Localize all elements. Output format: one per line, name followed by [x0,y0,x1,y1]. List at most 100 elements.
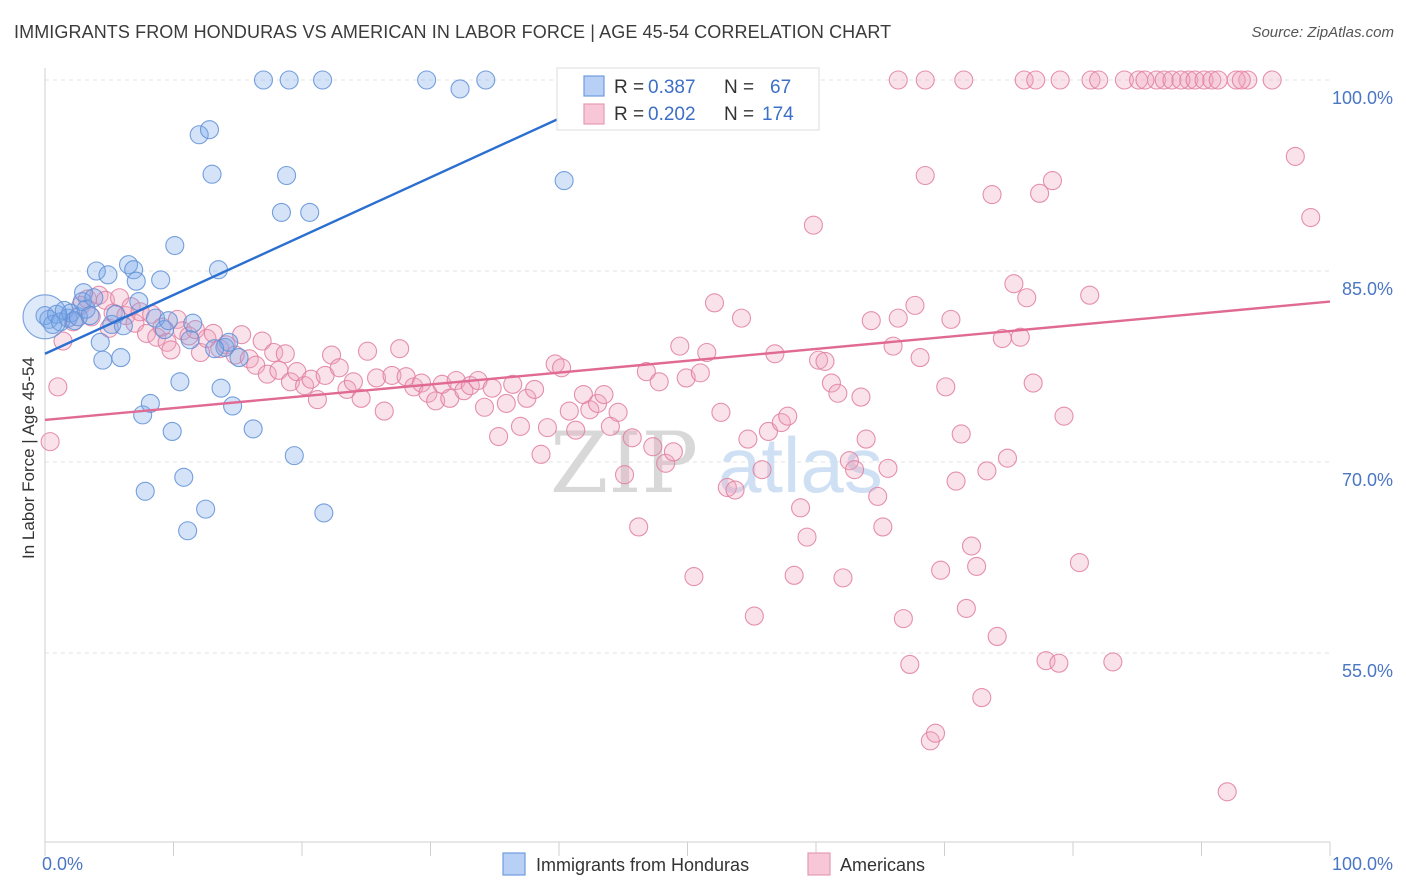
americans-point-134 [910,348,930,368]
americans-point-175 [1026,70,1046,90]
americans-point-121 [839,451,859,471]
americans-point-144 [961,536,982,556]
americans-point-163 [1103,652,1123,672]
source-attribution: Source: ZipAtlas.com [1251,24,1394,41]
americans-point-161 [1069,553,1089,573]
americans-point-39 [275,344,295,364]
americans-point-0 [40,432,60,452]
americans-point-137 [925,723,946,743]
x-tick-label-max: 100.0% [1332,854,1393,874]
americans-point-156 [1030,183,1050,203]
americans-point-174 [1014,70,1034,90]
americans-point-100 [704,293,725,313]
americans-point-140 [941,309,961,329]
honduras-point-35 [165,235,185,256]
bottom-legend: Immigrants from Honduras Americans [502,852,925,876]
americans-point-40 [280,372,300,392]
americans-point-111 [778,406,798,426]
americans-point-130 [888,308,908,328]
honduras-point-25 [126,271,146,291]
americans-point-149 [987,626,1007,646]
americans-point-126 [868,486,888,506]
americans-point-97 [684,567,704,587]
americans-point-98 [690,363,710,383]
americans-point-50 [351,388,371,408]
honduras-point-13 [74,283,94,303]
americans-point-60 [426,391,446,411]
americans-point-180 [1135,70,1155,90]
americans-point-183 [1171,70,1191,90]
honduras-point-48 [219,332,239,352]
honduras-point-63 [476,70,496,90]
honduras-point-49 [223,396,243,416]
honduras-point-14 [84,288,104,308]
americans-point-117 [815,351,835,371]
honduras-point-51 [243,419,263,439]
americans-point-76 [537,418,557,438]
americans-point-55 [390,339,410,359]
americans-point-145 [967,556,987,576]
americans-point-123 [851,387,871,407]
americans-point-95 [670,336,690,356]
stats-r-label-1: R = [614,77,644,98]
americans-point-104 [731,308,752,328]
americans-point-152 [1004,274,1024,294]
americans-point-148 [982,185,1002,205]
americans-point-169 [1285,146,1305,166]
americans-point-96 [676,368,696,388]
legend-label-honduras: Immigrants from Honduras [536,855,749,875]
americans-point-181 [1154,70,1174,90]
honduras-point-36 [170,372,190,392]
honduras-point-61 [417,70,437,90]
honduras-point-55 [277,165,297,186]
americans-point-177 [1081,70,1101,90]
americans-point-94 [663,442,683,462]
honduras-point-39 [183,313,203,333]
honduras-trend-line [44,76,650,355]
americans-point-102 [717,477,737,498]
watermark: ZIP atlas [550,414,883,512]
honduras-point-52 [205,339,225,359]
honduras-point-34 [162,421,182,441]
stats-r-label-2: R = [614,104,644,125]
honduras-point-29 [140,393,160,413]
stats-swatch-americans [583,103,605,125]
americans-point-105 [738,429,758,449]
americans-point-107 [752,460,772,480]
americans-point-27 [197,328,217,349]
y-tick-labels: 55.0% 70.0% 85.0% 100.0% [1332,88,1393,681]
data-points [22,70,1321,802]
americans-point-128 [878,458,898,478]
americans-point-186 [1202,70,1222,90]
honduras-point-54 [271,202,291,222]
americans-point-58 [411,373,432,393]
y-tick-label-1: 70.0% [1342,470,1393,490]
honduras-point-60 [313,70,333,90]
watermark-atlas: atlas [718,421,883,509]
americans-point-189 [1231,70,1251,90]
americans-point-53 [374,401,394,421]
americans-point-87 [614,465,635,485]
chart-title: IMMIGRANTS FROM HONDURAS VS AMERICAN IN … [14,22,892,42]
honduras-point-46 [211,378,231,398]
legend-swatch-honduras [502,852,526,876]
americans-point-139 [936,377,956,397]
americans-point-71 [503,374,523,394]
y-tick-label-2: 85.0% [1342,279,1393,299]
americans-point-129 [883,336,903,356]
americans-point-18 [147,327,167,347]
honduras-point-15 [86,261,106,281]
honduras-point-44 [202,164,222,184]
americans-point-82 [580,400,600,420]
americans-point-127 [873,517,893,537]
americans-point-131 [893,609,913,629]
stats-r-value-1: 0.387 [648,77,696,98]
americans-point-74 [525,379,545,399]
honduras-point-8 [65,311,85,331]
honduras-point-57 [284,446,304,466]
americans-point-26 [190,342,211,363]
honduras-point-37 [174,467,194,487]
honduras-point-38 [178,521,198,541]
americans-point-141 [946,471,966,491]
honduras-point-24 [124,260,144,280]
